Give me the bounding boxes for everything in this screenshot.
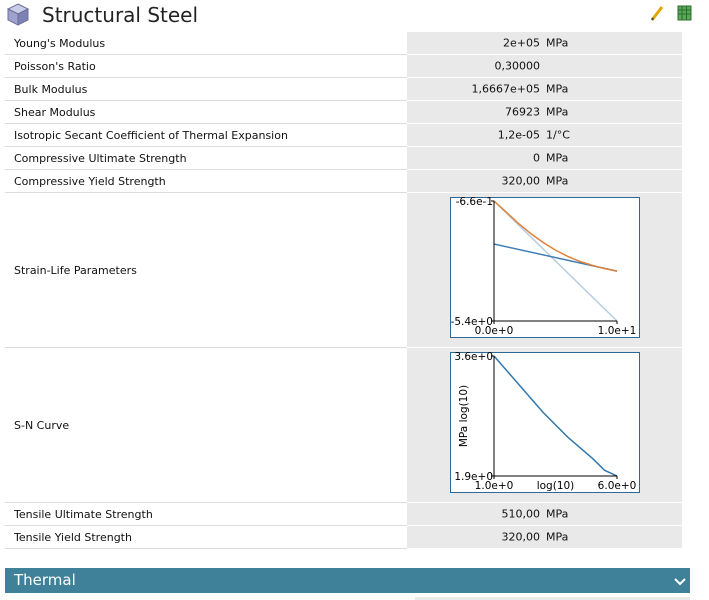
property-value-cell: 1,2e-05 1/°C [407, 124, 682, 147]
property-unit: MPa [546, 174, 569, 188]
title: Structural Steel [42, 3, 199, 27]
property-value-cell: 2e+05 MPa [407, 32, 682, 55]
header: Structural Steel [0, 0, 709, 32]
property-value: 76923 [505, 105, 540, 119]
property-row: Bulk Modulus 1,6667e+05 MPa [5, 78, 690, 101]
property-value-cell: 320,00 MPa [407, 170, 682, 193]
property-name: Compressive Ultimate Strength [5, 147, 407, 170]
x-tick-label: 1.0e+0 [475, 480, 514, 492]
property-value: 1,6667e+05 [471, 82, 540, 96]
property-value: 510,00 [501, 507, 541, 521]
property-row: Tensile Ultimate Strength 510,00 MPa [5, 503, 690, 526]
y-tick-label: -6.6e-1 [456, 197, 493, 208]
y-tick-label: 3.6e+0 [454, 352, 493, 363]
property-unit: 1/°C [546, 128, 570, 142]
property-unit: MPa [546, 82, 569, 96]
property-name: Tensile Yield Strength [5, 526, 407, 549]
property-value: 320,00 [501, 174, 541, 188]
y-tick-label: 1.9e+0 [454, 471, 493, 483]
y-axis-label: MPa log(10) [458, 385, 470, 447]
property-value-cell: 76923 MPa [407, 101, 682, 124]
property-unit: MPa [546, 105, 569, 119]
property-value: 0,30000 [494, 59, 541, 73]
property-row: S-N Curve 3.6e+0 1.9e+0 1.0e+0 6.0e+0 log(10)… [5, 348, 690, 503]
curve [493, 200, 618, 272]
properties-table: Young's Modulus 2e+05 MPa Poisson's Ratio 0,… [5, 32, 690, 549]
chevron [674, 578, 686, 586]
curve [493, 200, 618, 322]
property-name: S-N Curve [5, 348, 407, 503]
property-value-cell: -6.6e-1 -5.4e+0 0.0e+0 1.0e+1 [407, 193, 682, 348]
property-value: 320,00 [501, 530, 541, 544]
table-icon[interactable] [677, 4, 693, 22]
x-tick-label: 6.0e+0 [598, 480, 637, 492]
x-tick-label: 0.0e+0 [475, 325, 514, 337]
property-value-cell: 3.6e+0 1.9e+0 1.0e+0 6.0e+0 log(10) MPa log(1… [407, 348, 682, 503]
property-name: Poisson's Ratio [5, 55, 407, 78]
property-row: Shear Modulus 76923 MPa [5, 101, 690, 124]
next-row [415, 597, 690, 600]
section-title: Thermal [14, 571, 76, 589]
property-unit: MPa [546, 507, 569, 521]
property-name: Isotropic Secant Coefficient of Thermal … [5, 124, 407, 147]
property-value-cell: 0,30000 [407, 55, 682, 78]
property-value-cell: 1,6667e+05 MPa [407, 78, 682, 101]
property-row: Isotropic Secant Coefficient of Thermal … [5, 124, 690, 147]
property-unit: MPa [546, 530, 569, 544]
curve [493, 355, 618, 477]
property-value: 0 [533, 151, 540, 165]
property-name: Strain-Life Parameters [5, 193, 407, 348]
property-row: Tensile Yield Strength 320,00 MPa [5, 526, 690, 549]
property-row: Poisson's Ratio 0,30000 [5, 55, 690, 78]
property-value-cell: 510,00 MPa [407, 503, 682, 526]
y-tick-label: -5.4e+0 [451, 316, 493, 328]
property-row: Young's Modulus 2e+05 MPa [5, 32, 690, 55]
property-unit: MPa [546, 151, 569, 165]
property-name: Shear Modulus [5, 101, 407, 124]
property-value: 1,2e-05 [497, 128, 540, 142]
property-row: Compressive Ultimate Strength 0 MPa [5, 147, 690, 170]
chart-frame [450, 197, 640, 338]
property-row: Compressive Yield Strength 320,00 MPa [5, 170, 690, 193]
section-header[interactable]: Thermal [5, 568, 690, 593]
mini-chart: -6.6e-1 -5.4e+00.0e+0 1.0e+1 [450, 197, 640, 338]
property-row: Strain-Life Parameters -6.6e-1 -5.4e+0 0.0e… [5, 193, 690, 348]
property-name: Compressive Yield Strength [5, 170, 407, 193]
property-unit: MPa [546, 36, 569, 50]
property-name: Tensile Ultimate Strength [5, 503, 407, 526]
property-value-cell: 0 MPa [407, 147, 682, 170]
x-tick-label: 1.0e+1 [598, 325, 637, 337]
x-axis-label: log(10) [537, 480, 575, 492]
property-value-cell: 320,00 MPa [407, 526, 682, 549]
material-icon [6, 3, 30, 26]
mini-chart: 3.6e+0 1.9e+01.0e+0 6.0e+0 log(10) MPa log(1… [450, 352, 640, 493]
edit-icon[interactable] [649, 4, 665, 22]
property-name: Young's Modulus [5, 32, 407, 55]
property-value: 2e+05 [503, 36, 540, 50]
property-name: Bulk Modulus [5, 78, 407, 101]
chart-frame [450, 352, 640, 493]
